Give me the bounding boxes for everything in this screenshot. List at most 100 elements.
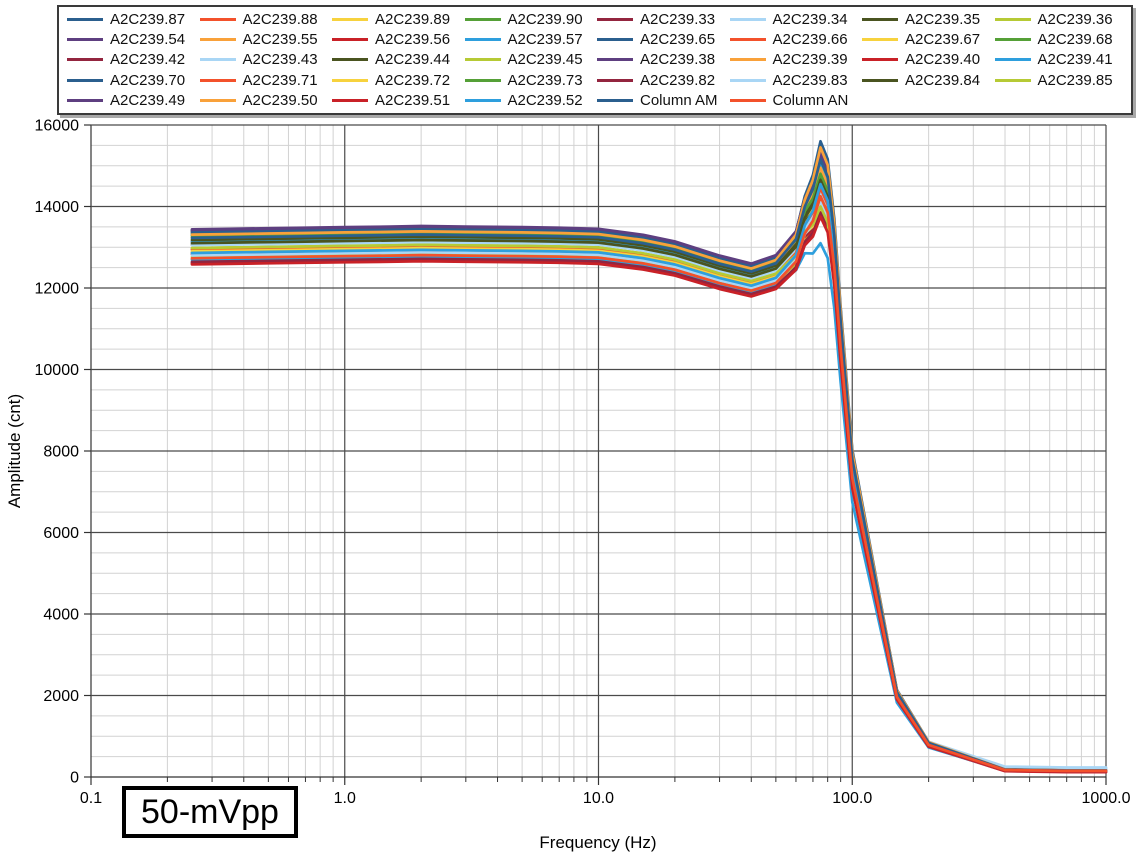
legend-label: A2C239.43 <box>242 51 318 69</box>
legend-item: A2C239.45 <box>464 50 598 70</box>
legend-swatch <box>862 58 898 62</box>
legend-swatch <box>67 17 103 21</box>
legend-label: A2C239.44 <box>375 51 451 69</box>
legend-swatch <box>67 78 103 82</box>
legend-label: A2C239.39 <box>772 51 848 69</box>
legend-label: A2C239.67 <box>905 31 981 49</box>
legend-swatch <box>199 78 236 82</box>
series-line <box>190 205 1108 773</box>
legend-swatch <box>332 58 368 62</box>
y-tick-label: 0 <box>70 770 79 787</box>
legend-swatch <box>199 58 236 62</box>
legend-swatch <box>597 38 633 42</box>
major-gridlines <box>90 124 1107 778</box>
legend-swatch <box>597 58 633 62</box>
legend-label: A2C239.71 <box>242 71 318 89</box>
legend-swatch <box>332 99 368 103</box>
legend-swatch <box>67 58 103 62</box>
series-line <box>190 190 1108 770</box>
legend-swatch <box>729 58 766 62</box>
legend-swatch <box>67 99 103 103</box>
legend-label: A2C239.87 <box>110 10 186 28</box>
legend-item: A2C239.87 <box>67 9 200 29</box>
legend-swatch <box>464 17 501 21</box>
series-line <box>190 194 1108 773</box>
y-tick-label: 14000 <box>35 199 80 216</box>
legend-swatch <box>199 38 236 42</box>
legend-item: A2C239.57 <box>464 29 598 49</box>
x-tick-label: 100.0 <box>832 790 872 807</box>
legend-swatch <box>862 78 898 82</box>
legend-item: A2C239.88 <box>199 9 333 29</box>
legend-swatch <box>994 78 1031 82</box>
legend-item: A2C239.65 <box>597 29 730 49</box>
legend-item: A2C239.55 <box>199 29 333 49</box>
legend-item: A2C239.70 <box>67 70 200 90</box>
series-line <box>190 215 1108 774</box>
legend-item: A2C239.36 <box>994 9 1128 29</box>
legend-swatch <box>597 17 633 21</box>
legend-item: A2C239.90 <box>464 9 598 29</box>
legend-label: A2C239.66 <box>772 31 848 49</box>
legend-item: Column AN <box>729 91 863 111</box>
series-line <box>190 184 1108 773</box>
x-axis-title: Frequency (Hz) <box>539 833 656 852</box>
legend-swatch <box>597 99 633 103</box>
legend-item: A2C239.83 <box>729 70 863 90</box>
y-tick-label: 8000 <box>43 444 79 461</box>
series-line <box>190 199 1108 773</box>
legend-item: A2C239.41 <box>994 50 1128 70</box>
legend-item: A2C239.49 <box>67 91 200 111</box>
x-tick-label: 10.0 <box>583 790 614 807</box>
series-line <box>190 192 1108 770</box>
legend-label: A2C239.70 <box>110 71 186 89</box>
legend-item: A2C239.72 <box>332 70 465 90</box>
legend-item: A2C239.43 <box>199 50 333 70</box>
legend-swatch <box>729 99 766 103</box>
legend-swatch <box>464 58 501 62</box>
legend-label: A2C239.65 <box>640 31 716 49</box>
legend-swatch <box>994 17 1031 21</box>
series-line <box>190 186 1108 773</box>
legend-item: A2C239.33 <box>597 9 730 29</box>
legend-item: Column AM <box>597 91 730 111</box>
legend-swatch <box>994 58 1031 62</box>
legend-item: A2C239.38 <box>597 50 730 70</box>
y-tick-label: 10000 <box>35 362 80 379</box>
legend-swatch <box>994 38 1031 42</box>
legend-label: A2C239.33 <box>640 10 716 28</box>
legend-item: A2C239.44 <box>332 50 465 70</box>
series-line <box>190 201 1108 769</box>
legend-label: A2C239.51 <box>375 92 451 110</box>
legend-swatch <box>729 17 766 21</box>
chart-legend: A2C239.87 A2C239.88 A2C239.89 A2C239.90 A2C2… <box>57 5 1133 115</box>
legend-item: A2C239.73 <box>464 70 598 90</box>
legend-item: A2C239.34 <box>729 9 863 29</box>
legend-label: A2C239.57 <box>507 31 583 49</box>
legend-swatch <box>862 38 898 42</box>
legend-label: A2C239.83 <box>772 71 848 89</box>
legend-item: A2C239.71 <box>199 70 333 90</box>
legend-item: A2C239.39 <box>729 50 863 70</box>
legend-label: A2C239.49 <box>110 92 186 110</box>
legend-label: A2C239.84 <box>905 71 981 89</box>
legend-label: A2C239.85 <box>1037 71 1113 89</box>
legend-item: A2C239.85 <box>994 70 1128 90</box>
legend-label: A2C239.45 <box>507 51 583 69</box>
legend-item: A2C239.51 <box>332 91 465 111</box>
series-line <box>190 194 1108 773</box>
series-line <box>190 182 1108 773</box>
legend-label: A2C239.36 <box>1037 10 1113 28</box>
legend-item: A2C239.50 <box>199 91 333 111</box>
series-line <box>190 158 1108 772</box>
series-line <box>190 209 1108 773</box>
legend-swatch <box>464 38 501 42</box>
legend-label: A2C239.52 <box>507 92 583 110</box>
legend-swatch <box>464 99 501 103</box>
axis-ticks <box>84 124 1107 785</box>
legend-label: A2C239.88 <box>242 10 318 28</box>
legend-swatch <box>464 78 501 82</box>
series-line <box>190 207 1108 773</box>
x-tick-label: 1000.0 <box>1082 790 1131 807</box>
legend-label: A2C239.90 <box>507 10 583 28</box>
